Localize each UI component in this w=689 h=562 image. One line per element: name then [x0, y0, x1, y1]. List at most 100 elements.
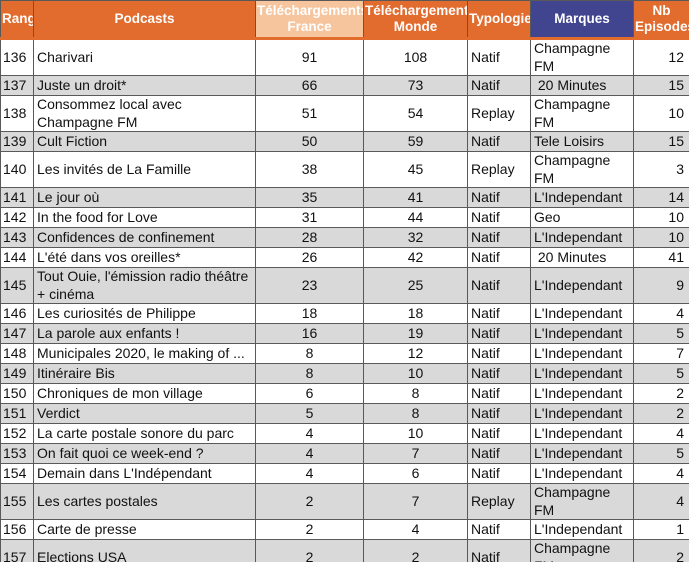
cell-rang: 145 [0, 267, 34, 304]
cell-nb: 4 [633, 483, 689, 520]
cell-typologie: Natif [467, 187, 531, 208]
cell-dl_france: 31 [255, 207, 364, 228]
header-row: Rang Podcasts Téléchargements France Tél… [0, 0, 689, 40]
cell-typologie: Natif [467, 343, 531, 364]
cell-nb: 10 [633, 95, 689, 132]
cell-rang: 157 [0, 539, 34, 562]
cell-marque: L'Independant [530, 403, 634, 424]
cell-marque: Champagne FM [530, 38, 634, 76]
cell-rang: 151 [0, 403, 34, 424]
cell-typologie: Natif [467, 75, 531, 96]
cell-rang: 155 [0, 483, 34, 520]
cell-dl_france: 4 [255, 423, 364, 444]
cell-marque: 20 Minutes [530, 75, 634, 96]
cell-dl_france: 6 [255, 383, 364, 404]
cell-nb: 7 [633, 343, 689, 364]
table-row: 142 In the food for Love 31 44 Natif Geo 10 [0, 207, 689, 228]
cell-dl_monde: 18 [363, 303, 468, 324]
cell-dl_monde: 59 [363, 131, 468, 152]
cell-dl_monde: 19 [363, 323, 468, 344]
cell-rang: 147 [0, 323, 34, 344]
cell-dl_france: 4 [255, 463, 364, 484]
cell-podcast: Municipales 2020, le making of ... [33, 343, 256, 364]
table-row: 151 Verdict 5 8 Natif L'Independant 2 [0, 403, 689, 424]
cell-podcast: Chroniques de mon village [33, 383, 256, 404]
cell-nb: 5 [633, 323, 689, 344]
cell-podcast: L'été dans vos oreilles* [33, 247, 256, 268]
cell-marque: L'Independant [530, 383, 634, 404]
cell-dl_monde: 10 [363, 363, 468, 384]
table-row: 148 Municipales 2020, le making of ... 8 12… [0, 343, 689, 364]
cell-podcast: La parole aux enfants ! [33, 323, 256, 344]
cell-nb: 3 [633, 151, 689, 188]
table-row: 156 Carte de presse 2 4 Natif L'Independant 1 [0, 519, 689, 540]
cell-podcast: Consommez local avec Champagne FM [33, 95, 256, 132]
cell-rang: 152 [0, 423, 34, 444]
table-row: 143 Confidences de confinement 28 32 Natif L'… [0, 227, 689, 248]
cell-dl_france: 26 [255, 247, 364, 268]
cell-podcast: On fait quoi ce week-end ? [33, 443, 256, 464]
cell-marque: L'Independant [530, 303, 634, 324]
cell-typologie: Natif [467, 443, 531, 464]
cell-rang: 146 [0, 303, 34, 324]
cell-dl_france: 91 [255, 38, 364, 76]
cell-dl_monde: 8 [363, 383, 468, 404]
cell-typologie: Natif [467, 227, 531, 248]
cell-marque: L'Independant [530, 423, 634, 444]
cell-marque: L'Independant [530, 519, 634, 540]
table-row: 155 Les cartes postales 2 7 Replay Champagne … [0, 483, 689, 520]
table-row: 153 On fait quoi ce week-end ? 4 7 Natif L'In… [0, 443, 689, 464]
cell-podcast: Carte de presse [33, 519, 256, 540]
cell-nb: 2 [633, 403, 689, 424]
cell-nb: 12 [633, 38, 689, 76]
cell-dl_monde: 10 [363, 423, 468, 444]
cell-dl_monde: 8 [363, 403, 468, 424]
cell-marque: L'Independant [530, 187, 634, 208]
cell-marque: 20 Minutes [530, 247, 634, 268]
cell-podcast: In the food for Love [33, 207, 256, 228]
cell-podcast: Itinéraire Bis [33, 363, 256, 384]
cell-rang: 149 [0, 363, 34, 384]
cell-rang: 141 [0, 187, 34, 208]
cell-typologie: Replay [467, 95, 531, 132]
cell-typologie: Natif [467, 323, 531, 344]
cell-dl_monde: 45 [363, 151, 468, 188]
column-header-typologie: Typologie [467, 0, 531, 40]
cell-typologie: Replay [467, 151, 531, 188]
table-row: 136 Charivari 91 108 Natif Champagne FM 12 [0, 38, 689, 76]
cell-typologie: Natif [467, 267, 531, 304]
cell-rang: 148 [0, 343, 34, 364]
cell-marque: L'Independant [530, 267, 634, 304]
cell-podcast: Juste un droit* [33, 75, 256, 96]
cell-marque: Tele Loisirs [530, 131, 634, 152]
cell-typologie: Natif [467, 363, 531, 384]
cell-rang: 142 [0, 207, 34, 228]
cell-dl_france: 66 [255, 75, 364, 96]
cell-nb: 10 [633, 207, 689, 228]
cell-typologie: Natif [467, 131, 531, 152]
cell-rang: 140 [0, 151, 34, 188]
table-row: 139 Cult Fiction 50 59 Natif Tele Loisirs 15 [0, 131, 689, 152]
cell-dl_monde: 2 [363, 539, 468, 562]
cell-dl_monde: 108 [363, 38, 468, 76]
cell-typologie: Natif [467, 403, 531, 424]
table-row: 138 Consommez local avec Champagne FM 51 54… [0, 95, 689, 132]
cell-nb: 1 [633, 519, 689, 540]
cell-dl_monde: 44 [363, 207, 468, 228]
cell-typologie: Replay [467, 483, 531, 520]
cell-rang: 138 [0, 95, 34, 132]
cell-dl_france: 5 [255, 403, 364, 424]
cell-nb: 2 [633, 383, 689, 404]
cell-nb: 4 [633, 463, 689, 484]
cell-dl_monde: 4 [363, 519, 468, 540]
cell-dl_france: 16 [255, 323, 364, 344]
cell-nb: 4 [633, 423, 689, 444]
cell-dl_france: 23 [255, 267, 364, 304]
cell-dl_monde: 6 [363, 463, 468, 484]
cell-dl_monde: 42 [363, 247, 468, 268]
cell-marque: Champagne FM [530, 539, 634, 562]
cell-nb: 4 [633, 303, 689, 324]
